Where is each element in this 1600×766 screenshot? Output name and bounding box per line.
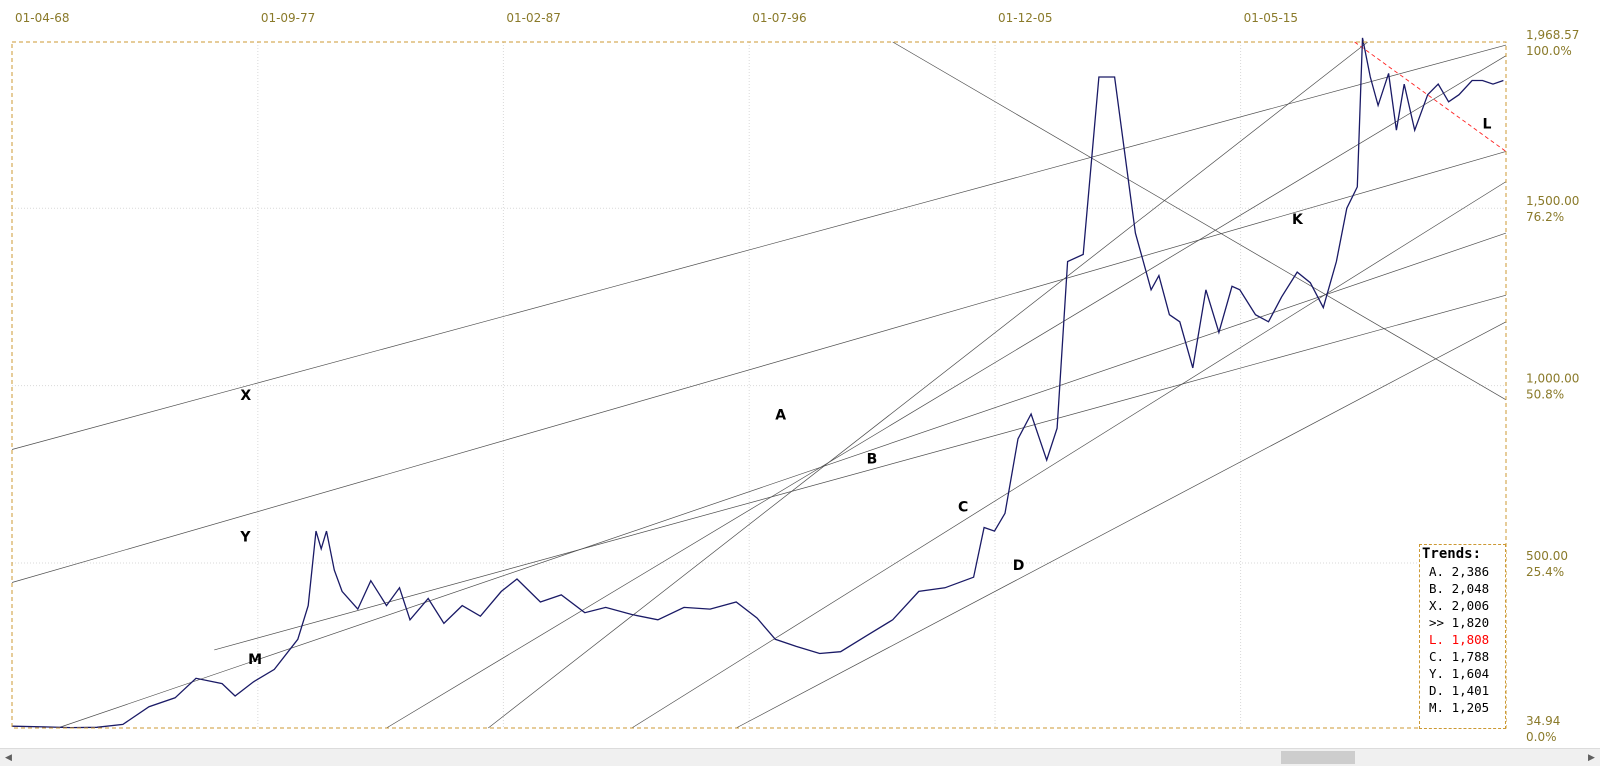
trend-line <box>11 151 1507 583</box>
trend-row: C. 1,788 <box>1429 649 1490 664</box>
x-tick-label: 01-07-96 <box>752 11 806 25</box>
trend-line-L <box>1354 41 1507 152</box>
trend-row: Y. 1,604 <box>1429 666 1490 681</box>
x-tick-label: 01-02-87 <box>506 11 560 25</box>
y-price-label: 500.00 <box>1526 549 1568 563</box>
trend-line <box>57 232 1507 729</box>
trend-row: M. 1,205 <box>1429 700 1490 715</box>
trend-line <box>11 44 1507 450</box>
trend-annotations: X Y M A B C D K L <box>239 116 1491 668</box>
trend-letter-label: M <box>248 652 262 668</box>
trend-line <box>736 321 1507 729</box>
x-axis-labels: 01-04-68 01-09-77 01-02-87 01-07-96 01-12-05… <box>15 11 1298 25</box>
trend-row: B. 2,048 <box>1429 581 1490 596</box>
trend-row: L. 1,808 <box>1429 632 1490 647</box>
trend-line <box>892 41 1507 401</box>
left-arrow-icon: ◀ <box>5 752 12 763</box>
trend-letter-label: K <box>1292 212 1304 228</box>
y-percent-label: 100.0% <box>1526 44 1572 58</box>
trend-line <box>488 41 1368 729</box>
trend-row: X. 2,006 <box>1429 598 1490 613</box>
x-tick-label: 01-05-15 <box>1244 11 1298 25</box>
trend-lines <box>11 41 1507 729</box>
right-arrow-icon: ▶ <box>1588 752 1595 763</box>
x-tick-label: 01-04-68 <box>15 11 69 25</box>
trend-row: >> 1,820 <box>1429 615 1490 630</box>
y-price-label: 34.94 <box>1526 714 1560 728</box>
price-series-line <box>11 37 1504 729</box>
price-chart: 01-04-68 01-09-77 01-02-87 01-07-96 01-12-05… <box>11 11 1579 744</box>
trend-letter-label: L <box>1483 116 1492 132</box>
trend-row: D. 1,401 <box>1429 683 1490 698</box>
trend-letter-label: A <box>775 407 786 423</box>
chart-grid <box>12 42 1506 728</box>
trend-line <box>631 181 1507 729</box>
x-tick-label: 01-12-05 <box>998 11 1052 25</box>
y-axis-labels: 1,968.57 100.0% 1,500.00 76.2% 1,000.00 50.8%… <box>1526 28 1579 744</box>
scroll-thumb[interactable] <box>1281 751 1355 764</box>
scroll-right-button[interactable]: ▶ <box>1583 749 1600 766</box>
scroll-left-button[interactable]: ◀ <box>0 749 17 766</box>
trend-letter-label: B <box>867 452 878 468</box>
trend-letter-label: Y <box>239 530 251 546</box>
trends-rows: A. 2,386 B. 2,048 X. 2,006 >> 1,820 L. 1,808… <box>1420 563 1505 716</box>
y-price-label: 1,500.00 <box>1526 194 1579 208</box>
trends-legend: Trends: A. 2,386 B. 2,048 X. 2,006 >> 1,820… <box>1419 544 1506 729</box>
trend-letter-label: D <box>1013 558 1025 574</box>
trend-line <box>386 55 1507 729</box>
trend-row: A. 2,386 <box>1429 564 1490 579</box>
trend-letter-label: X <box>240 388 251 404</box>
plot-frame <box>11 41 1507 729</box>
x-tick-label: 01-09-77 <box>261 11 315 25</box>
y-percent-label: 76.2% <box>1526 210 1564 224</box>
trend-letter-label: C <box>958 500 968 516</box>
y-percent-label: 50.8% <box>1526 388 1564 402</box>
y-price-label: 1,000.00 <box>1526 372 1579 386</box>
horizontal-scrollbar[interactable]: ◀ ▶ <box>0 748 1600 766</box>
trends-title: Trends: <box>1422 546 1482 562</box>
y-price-label: 1,968.57 <box>1526 28 1579 42</box>
trend-line <box>214 294 1507 651</box>
y-percent-label: 0.0% <box>1526 730 1557 744</box>
y-percent-label: 25.4% <box>1526 565 1564 579</box>
